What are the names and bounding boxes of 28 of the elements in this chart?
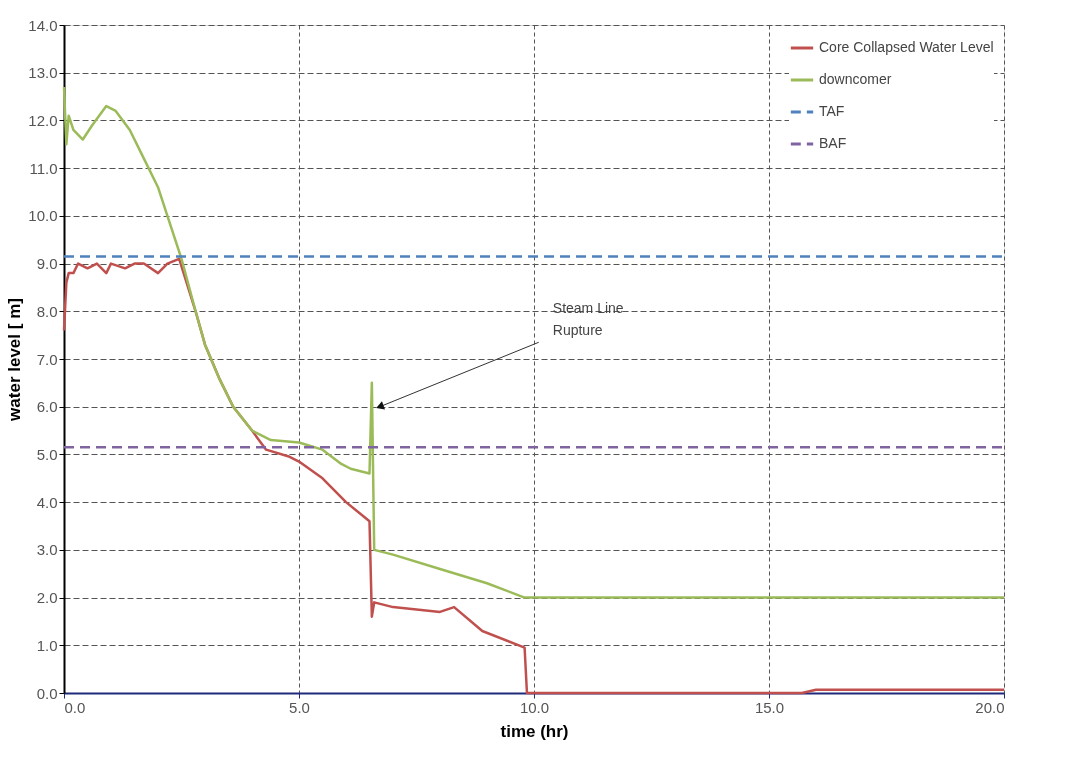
line-series xyxy=(62,85,1006,599)
y-tick-label: 8.0 xyxy=(36,302,58,320)
x-tick-label: 0.0 xyxy=(64,698,86,716)
y-tick-label: 0.0 xyxy=(36,684,58,702)
legend-label: BAF xyxy=(819,135,847,151)
y-tick-label: 14.0 xyxy=(28,16,58,34)
y-tick-label: 9.0 xyxy=(36,255,58,273)
legend-label: Core Collapsed Water Level xyxy=(819,39,994,55)
legend-label: downcomer xyxy=(819,71,892,87)
y-tick-label: 10.0 xyxy=(28,207,58,225)
y-tick-label: 3.0 xyxy=(36,541,58,559)
y-tick-label: 5.0 xyxy=(36,445,58,463)
annotation: Steam Line Rupture xyxy=(552,299,624,338)
y-axis-title: water level [ m] xyxy=(5,298,25,422)
y-tick-label: 13.0 xyxy=(28,64,58,82)
y-tick-label: 1.0 xyxy=(36,636,58,654)
y-tick-label: 6.0 xyxy=(36,398,58,416)
y-tick-label: 2.0 xyxy=(36,589,58,607)
x-tick-label: 20.0 xyxy=(975,698,1005,716)
y-tick-label: 12.0 xyxy=(28,111,58,129)
y-tick-label: 11.0 xyxy=(29,159,58,177)
legend-label: TAF xyxy=(819,103,845,119)
x-axis-title: time (hr) xyxy=(500,721,569,741)
y-tick-label: 7.0 xyxy=(36,350,58,368)
x-tick-label: 15.0 xyxy=(754,698,785,716)
y-tick-label: 4.0 xyxy=(36,493,58,511)
x-tick-label: 10.0 xyxy=(519,698,550,716)
x-tick-label: 5.0 xyxy=(289,698,310,716)
